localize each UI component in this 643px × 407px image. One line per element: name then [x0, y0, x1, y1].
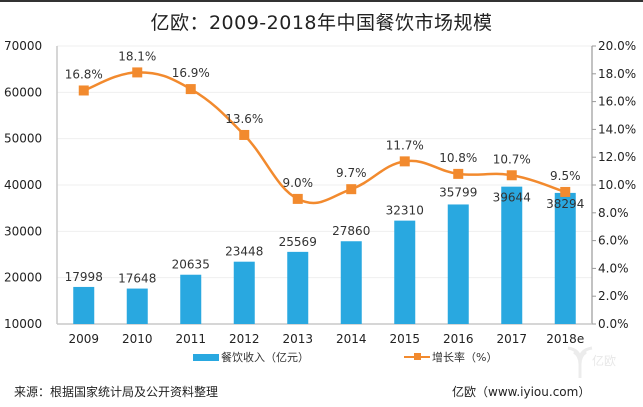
growth-marker-2015 — [399, 156, 410, 167]
growth-marker-2010 — [132, 67, 143, 78]
bar-data-label: 27860 — [332, 224, 370, 238]
y-left-tick-label: 30000 — [4, 224, 42, 238]
y-right-tick-label: 6.0% — [598, 234, 629, 248]
y-left-tick-label: 50000 — [4, 132, 42, 146]
y-left-tick-label: 60000 — [4, 85, 42, 99]
bar-2010 — [126, 288, 148, 324]
legend-label-growth: 增长率（%） — [432, 351, 498, 364]
bar-data-label: 35799 — [439, 185, 477, 199]
growth-rate-line — [83, 71, 566, 205]
bar-2017 — [501, 186, 523, 324]
bar-2016 — [447, 204, 469, 324]
x-tick-label: 2018e — [546, 332, 584, 346]
growth-data-label: 18.1% — [118, 49, 156, 63]
growth-data-label: 9.7% — [336, 166, 367, 180]
bar-data-label: 17998 — [65, 270, 103, 284]
source-note: 来源：根据国家统计局及公开资料整理 — [14, 385, 219, 399]
growth-marker-2018e — [560, 186, 571, 197]
bar-2009 — [73, 286, 95, 324]
bar-data-label: 39644 — [493, 191, 531, 205]
bar-2013 — [287, 251, 309, 324]
y-right-tick-label: 8.0% — [598, 206, 629, 220]
growth-data-label: 10.8% — [439, 151, 477, 165]
legend-item-growth: 增长率（%） — [404, 349, 497, 365]
bar-2018e — [554, 192, 576, 324]
x-tick-label: 2011 — [175, 332, 206, 346]
y-right-tick-label: 14.0% — [598, 122, 636, 136]
bar-data-label: 23448 — [225, 245, 263, 259]
x-tick-label: 2014 — [336, 332, 367, 346]
watermark-logo-icon — [567, 346, 593, 378]
y-right-tick-label: 2.0% — [598, 289, 629, 303]
growth-marker-2014 — [346, 184, 357, 195]
bar-data-label: 25569 — [279, 235, 317, 249]
growth-marker-2016 — [453, 168, 464, 179]
growth-data-label: 16.8% — [65, 67, 103, 81]
growth-marker-2013 — [292, 193, 303, 204]
growth-marker-2011 — [185, 84, 196, 95]
growth-data-label: 10.7% — [493, 152, 531, 166]
x-tick-label: 2012 — [229, 332, 260, 346]
x-tick-label: 2013 — [282, 332, 313, 346]
bar-2012 — [233, 261, 255, 324]
y-left-tick-label: 20000 — [4, 271, 42, 285]
growth-marker-2012 — [239, 129, 250, 140]
growth-data-label: 11.7% — [386, 138, 424, 152]
y-right-tick-label: 0.0% — [598, 317, 629, 331]
bar-2011 — [180, 274, 202, 324]
x-tick-label: 2009 — [68, 332, 99, 346]
growth-marker-2017 — [506, 170, 517, 181]
y-left-tick-label: 40000 — [4, 178, 42, 192]
growth-data-label: 9.5% — [550, 169, 581, 183]
y-right-tick-label: 12.0% — [598, 150, 636, 164]
legend-item-revenue: 餐饮收入（亿元） — [193, 349, 309, 365]
x-tick-label: 2015 — [389, 332, 420, 346]
legend-label-revenue: 餐饮收入（亿元） — [221, 351, 309, 364]
x-tick-label: 2016 — [443, 332, 474, 346]
bar-data-label: 38294 — [546, 197, 584, 211]
growth-marker-2009 — [78, 85, 89, 96]
y-right-tick-label: 20.0% — [598, 39, 636, 53]
x-tick-label: 2010 — [122, 332, 153, 346]
y-left-tick-label: 70000 — [4, 39, 42, 53]
bar-data-label: 32310 — [386, 204, 424, 218]
legend-bar-swatch — [193, 353, 219, 361]
y-right-tick-label: 16.0% — [598, 95, 636, 109]
y-right-tick-label: 18.0% — [598, 67, 636, 81]
bar-data-label: 20635 — [172, 258, 210, 272]
growth-data-label: 13.6% — [225, 112, 263, 126]
bar-2015 — [394, 220, 416, 324]
y-left-tick-label: 10000 — [4, 317, 42, 331]
chart-title: 亿欧：2009-2018年中国餐饮市场规模 — [150, 12, 493, 34]
y-right-tick-label: 4.0% — [598, 261, 629, 275]
watermark-text: 亿欧 — [592, 354, 617, 368]
x-tick-label: 2017 — [496, 332, 527, 346]
y-right-tick-label: 10.0% — [598, 178, 636, 192]
top-border — [0, 0, 643, 2]
credit-note: 亿欧（www.iyiou.com） — [452, 385, 591, 399]
bar-data-label: 17648 — [118, 272, 156, 286]
legend-line-swatch — [404, 353, 430, 360]
bar-2014 — [340, 241, 362, 324]
growth-data-label: 9.0% — [283, 176, 314, 190]
growth-data-label: 16.9% — [172, 66, 210, 80]
